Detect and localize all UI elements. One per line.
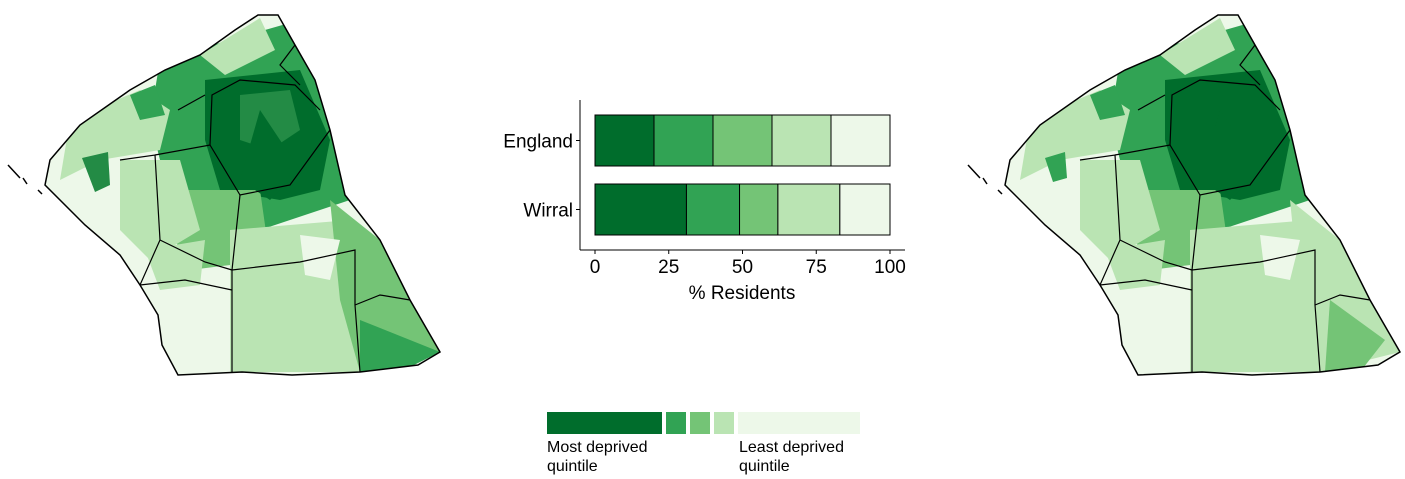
x-tick-label-0: 0 bbox=[590, 257, 601, 278]
bar-segment-england-q5 bbox=[830, 114, 891, 167]
legend-most-deprived-label: Most deprived quintile bbox=[547, 439, 648, 475]
right-map-patches bbox=[1020, 18, 1400, 372]
x-tick-label-50: 50 bbox=[732, 257, 753, 278]
bar-segment-england-q2 bbox=[653, 114, 714, 167]
x-tick-group: 0 25 50 75 100 bbox=[590, 250, 906, 278]
legend-swatch-q3 bbox=[690, 412, 710, 434]
bar-segment-wirral-q1 bbox=[594, 183, 687, 236]
bar-segment-england-q3 bbox=[712, 114, 773, 167]
bar-segment-wirral-q5 bbox=[839, 183, 891, 236]
legend-swatch-q4 bbox=[714, 412, 734, 434]
left-map-outline bbox=[44, 14, 442, 376]
bar-segment-england-q4 bbox=[771, 114, 832, 167]
right-map-islands bbox=[967, 164, 1003, 195]
left-map-patches bbox=[60, 18, 440, 372]
right-map-wards bbox=[1079, 44, 1371, 373]
right-map-svg bbox=[967, 14, 1402, 376]
y-tick-label-england: England bbox=[503, 132, 573, 153]
legend-swatch-q5 bbox=[738, 412, 860, 434]
bar-segment-wirral-q2 bbox=[685, 183, 741, 236]
color-legend: Most deprived quintile Least deprived qu… bbox=[530, 405, 890, 479]
stacked-bar-chart: England Wirral 0 25 50 75 100 % Residents bbox=[480, 80, 940, 310]
legend-least-deprived-label: Least deprived quintile bbox=[739, 439, 844, 475]
left-map-islands bbox=[7, 164, 43, 195]
left-map-wards bbox=[119, 44, 411, 373]
right-map-outline bbox=[1004, 14, 1402, 376]
x-tick-label-100: 100 bbox=[874, 257, 906, 278]
legend-swatch-q2 bbox=[666, 412, 686, 434]
bar-segment-wirral-q3 bbox=[739, 183, 779, 236]
left-map-svg bbox=[7, 14, 442, 376]
legend-swatch-q1 bbox=[547, 412, 662, 434]
bar-group bbox=[594, 114, 891, 236]
bar-chart-svg: England Wirral 0 25 50 75 100 % Residents bbox=[503, 100, 906, 304]
x-tick-label-75: 75 bbox=[806, 257, 827, 278]
x-axis-title: % Residents bbox=[689, 283, 796, 304]
bar-segment-england-q1 bbox=[594, 114, 655, 167]
y-tick-label-wirral: Wirral bbox=[523, 201, 573, 222]
right-choropleth-map bbox=[945, 0, 1405, 390]
x-tick-label-25: 25 bbox=[658, 257, 679, 278]
left-choropleth-map bbox=[0, 0, 460, 390]
y-tick-group: England Wirral bbox=[503, 132, 580, 222]
legend-swatches bbox=[547, 412, 860, 434]
bar-segment-wirral-q4 bbox=[777, 183, 841, 236]
